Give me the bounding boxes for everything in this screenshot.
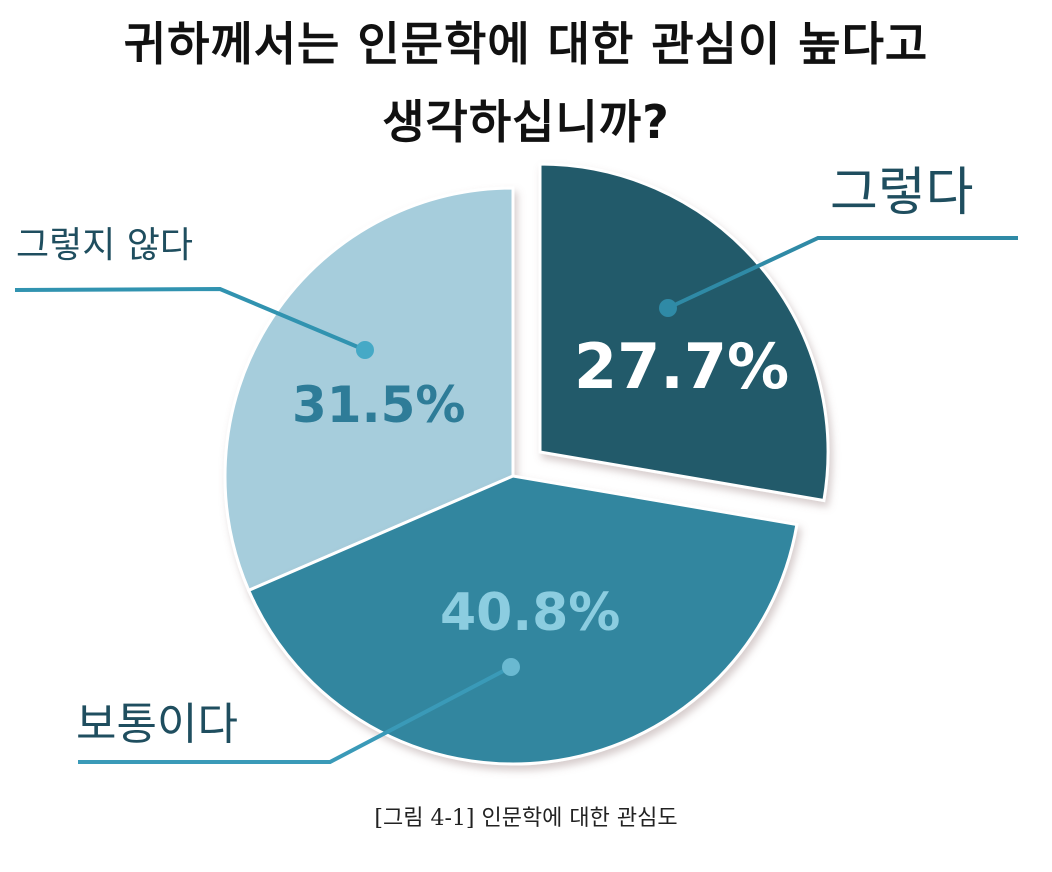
chart-title-line-2: 생각하십니까? bbox=[382, 95, 670, 149]
leader-dot-neutral bbox=[502, 658, 520, 676]
value-no: 31.5% bbox=[292, 376, 466, 434]
label-yes: 그렇다 bbox=[830, 163, 974, 223]
value-yes: 27.7% bbox=[574, 330, 790, 403]
figure-caption: [그림 4-1] 인문학에 대한 관심도 bbox=[374, 806, 678, 831]
leader-dot-yes bbox=[659, 299, 677, 317]
label-neutral: 보통이다 bbox=[76, 699, 238, 750]
leader-dot-no bbox=[356, 341, 374, 359]
slice-no bbox=[223, 186, 515, 593]
leader-line-neutral bbox=[78, 665, 512, 764]
leader-line-yes bbox=[667, 236, 1018, 310]
leader-line-no bbox=[14, 286, 366, 352]
value-neutral: 40.8% bbox=[440, 583, 621, 643]
chart-title-line-1: 귀하께서는 인문학에 대한 관심이 높다고 bbox=[123, 17, 929, 71]
slice-neutral bbox=[246, 474, 799, 766]
label-no: 그렇지 않다 bbox=[16, 225, 194, 266]
